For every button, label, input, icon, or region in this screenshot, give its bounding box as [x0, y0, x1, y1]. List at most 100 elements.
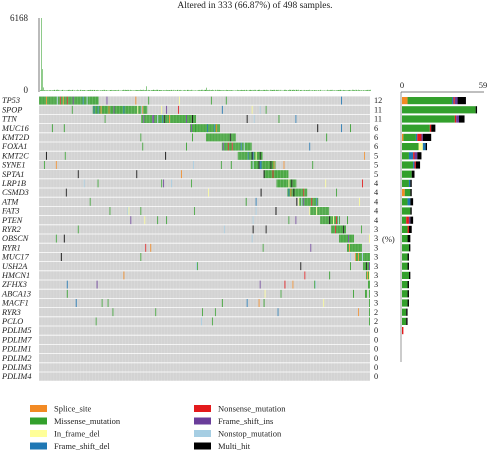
mutation-cell: [231, 133, 233, 142]
mutation-cell: [103, 105, 105, 114]
tmb-bar: [149, 90, 151, 91]
tmb-bar: [189, 90, 191, 91]
mutation-cell: [359, 197, 360, 206]
side-bar-segment: [413, 161, 415, 169]
tmb-bar: [219, 89, 221, 91]
mutation-cell: [246, 299, 248, 307]
side-bar-segment: [417, 152, 422, 160]
mutation-cell: [212, 124, 214, 133]
mutation-cell: [218, 133, 220, 142]
mutation-cell: [249, 142, 251, 151]
tmb-bar: [186, 90, 188, 91]
mutation-cell: [268, 161, 270, 169]
mutation-cell: [365, 262, 366, 271]
mutation-cell: [258, 299, 260, 307]
tmb-bar: [75, 90, 77, 91]
mutation-cell: [356, 253, 357, 261]
mutation-cell: [55, 96, 57, 105]
tmb-bar: [303, 90, 304, 91]
mutation-cell: [341, 96, 343, 105]
mutation-cell: [230, 133, 232, 142]
mutation-cell: [329, 271, 331, 280]
tmb-bar: [255, 89, 256, 91]
tmb-bar: [178, 90, 180, 91]
mutation-cell: [228, 133, 230, 142]
tmb-bar: [172, 90, 173, 91]
mutation-cell: [336, 225, 338, 234]
mutation-cell: [63, 124, 65, 133]
mutation-cell: [253, 115, 255, 123]
mutation-cell: [294, 188, 296, 197]
tmb-bar: [173, 89, 175, 91]
mutation-cell: [302, 188, 304, 197]
mutation-cell: [147, 115, 149, 123]
gene-percent: 3: [374, 299, 378, 308]
tmb-bar: [288, 90, 290, 91]
mutation-cell: [220, 133, 222, 142]
mutation-cell: [274, 161, 276, 169]
tmb-bar: [199, 90, 201, 91]
mutation-cell: [143, 115, 145, 123]
mutation-cell: [135, 96, 137, 105]
gene-percent: 2: [374, 308, 378, 317]
side-bar-segment: [402, 262, 408, 270]
tmb-bar: [218, 89, 219, 91]
mutation-cell: [97, 96, 99, 105]
mutation-cell: [144, 115, 146, 123]
side-bar-segment: [410, 189, 412, 197]
tmb-bar: [74, 90, 76, 91]
mutation-cell: [184, 115, 185, 123]
mutation-cell: [179, 96, 180, 105]
side-bar-segment: [402, 124, 430, 132]
gene-label: SPTA1: [2, 170, 24, 179]
tmb-bar: [313, 90, 315, 91]
tmb-bar: [53, 89, 55, 91]
mutation-cell: [361, 253, 362, 261]
mutation-cell: [357, 243, 358, 252]
mutation-cell: [77, 96, 79, 105]
mutation-cell: [288, 179, 290, 188]
mutation-cell: [146, 115, 148, 123]
mutation-cell: [350, 124, 351, 133]
gene-percent: 3: [374, 271, 378, 280]
mutation-cell: [258, 161, 260, 169]
mutation-cell: [299, 197, 301, 206]
tmb-bar: [278, 89, 280, 91]
tmb-bar: [239, 90, 240, 91]
mutation-cell: [341, 124, 343, 133]
tmb-bar: [132, 90, 133, 91]
mutation-cell: [95, 105, 97, 114]
mutation-cell: [363, 253, 364, 261]
mutation-cell: [94, 96, 96, 105]
side-bar-segment: [411, 170, 415, 178]
mutation-cell: [215, 133, 217, 142]
mutation-cell: [281, 179, 283, 188]
mutation-cell: [313, 197, 315, 206]
side-bar-segment: [408, 216, 411, 224]
side-bar-segment: [415, 161, 421, 169]
mutation-cell: [100, 105, 102, 114]
tmb-bar: [315, 90, 316, 91]
mutation-cell: [78, 96, 80, 105]
tmb-bar: [238, 90, 239, 91]
tmb-bar: [112, 90, 113, 91]
tmb-bar: [338, 89, 339, 91]
mutation-cell: [150, 243, 152, 252]
mutation-cell: [113, 105, 115, 114]
tmb-bar: [312, 90, 314, 91]
mutation-cell: [279, 170, 281, 179]
mutation-cell: [80, 96, 82, 105]
side-bar-segment: [421, 133, 423, 141]
mutation-cell: [275, 170, 277, 179]
mutation-cell: [114, 105, 116, 114]
mutation-cell: [53, 96, 55, 105]
tmb-bar: [61, 90, 63, 91]
side-bar-segment: [402, 281, 408, 289]
mutation-cell: [115, 105, 117, 114]
mutation-cell: [222, 133, 224, 142]
mutation-cell: [217, 124, 219, 133]
mutation-cell: [278, 179, 280, 188]
tmb-bar: [136, 90, 137, 91]
mutation-cell: [196, 124, 197, 133]
